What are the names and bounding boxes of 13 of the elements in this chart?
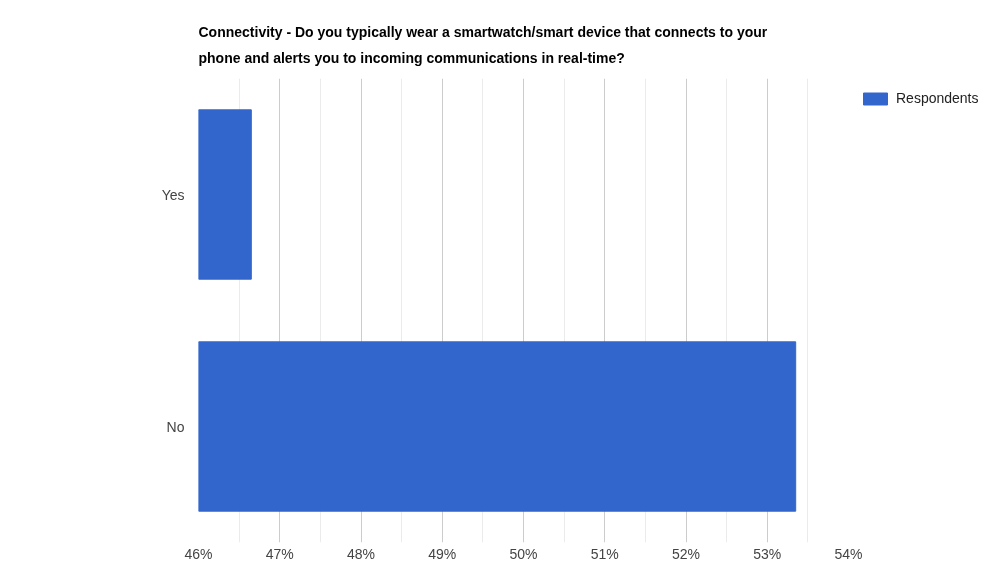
x-tick-label: 48% xyxy=(346,545,376,562)
x-tick-label: 53% xyxy=(753,545,782,562)
x-tick-label: 47% xyxy=(265,545,294,562)
x-tick-label: 51% xyxy=(590,545,619,562)
x-tick-label: 46% xyxy=(184,545,213,562)
x-tick-label: 50% xyxy=(509,545,538,562)
chart-title: Connectivity - Do you typically wear a smartwatch/smart device that connects to your phone and alerts you to incoming communications in real-time? xyxy=(198,24,768,66)
legend-label: Respondents xyxy=(896,90,979,106)
x-tick-label: 54% xyxy=(834,545,863,562)
y-tick-label: No xyxy=(166,418,185,435)
x-tick-label: 52% xyxy=(671,545,701,562)
y-tick-label: Yes xyxy=(161,186,185,203)
x-tick-label: 49% xyxy=(428,545,457,562)
